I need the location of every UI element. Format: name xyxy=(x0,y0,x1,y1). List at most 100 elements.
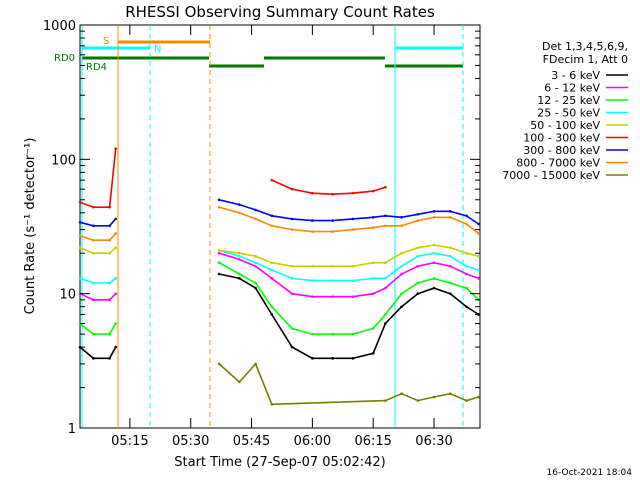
legend: Det 1,3,4,5,6,9, FDecim 1, Att 0 3 - 6 k… xyxy=(502,40,628,182)
series-point-0 xyxy=(270,313,274,316)
legend-label-4: 50 - 100 keV xyxy=(530,119,600,132)
series-point-4 xyxy=(92,251,95,255)
series-point-4 xyxy=(477,254,480,258)
series-point-3 xyxy=(400,264,403,268)
series-point-4 xyxy=(448,246,452,249)
series-point-2 xyxy=(465,286,468,290)
series-point-2 xyxy=(254,281,257,285)
series-point-7 xyxy=(108,238,111,242)
y-tick-label-1: 10 xyxy=(59,288,76,303)
series-point-7 xyxy=(384,224,387,228)
series-point-6 xyxy=(351,217,355,221)
series-point-0 xyxy=(290,345,294,349)
series-point-3 xyxy=(416,254,420,258)
series-point-1 xyxy=(465,272,468,276)
series-point-3 xyxy=(254,261,257,265)
series-point-3 xyxy=(311,279,314,282)
series-point-4 xyxy=(465,251,468,255)
x-tick-label-0: 05:15 xyxy=(111,434,148,449)
series-point-6 xyxy=(448,210,452,213)
series-point-0 xyxy=(351,357,355,360)
series-line-6 xyxy=(79,199,480,227)
series-point-7 xyxy=(465,222,468,226)
series-line-4 xyxy=(79,244,479,267)
series-point-2 xyxy=(400,292,403,295)
series-point-7 xyxy=(217,205,221,209)
series-point-6 xyxy=(371,216,375,219)
series-point-7 xyxy=(92,238,95,242)
series-point-8 xyxy=(217,362,221,366)
series-point-7 xyxy=(290,228,294,231)
series-point-4 xyxy=(400,251,403,255)
state-label-RD0: RD0 xyxy=(54,53,75,64)
series-point-1 xyxy=(238,258,241,261)
series-point-3 xyxy=(108,281,111,285)
series-point-1 xyxy=(400,272,403,276)
series-point-3 xyxy=(238,254,241,258)
series-point-7 xyxy=(416,219,420,222)
series-point-7 xyxy=(78,234,82,238)
series-point-6 xyxy=(465,214,468,218)
x-axis-ticks: 05:15 05:30 05:45 06:00 06:15 06:30 xyxy=(111,25,453,449)
series-point-4 xyxy=(254,254,257,258)
series-point-6 xyxy=(114,217,117,221)
series-point-7 xyxy=(331,230,334,233)
series-point-8 xyxy=(254,362,257,366)
series-point-5 xyxy=(384,185,387,189)
series-point-6 xyxy=(416,212,420,216)
series-point-0 xyxy=(114,345,117,349)
y-axis-ticks: 1 10 100 1000 xyxy=(43,19,480,437)
legend-header-1: Det 1,3,4,5,6,9, xyxy=(542,40,628,53)
series-point-8 xyxy=(270,403,274,406)
y-tick-label-0: 1 xyxy=(68,422,76,437)
event-markers xyxy=(81,25,464,428)
series-point-5 xyxy=(92,205,95,209)
state-bars: S N RD0 RD4 xyxy=(54,36,463,73)
series-point-1 xyxy=(114,292,117,295)
legend-label-3: 25 - 50 keV xyxy=(537,107,600,120)
series-point-6 xyxy=(92,224,95,228)
series-point-6 xyxy=(270,214,274,218)
series-point-6 xyxy=(331,219,334,222)
legend-label-6: 300 - 800 keV xyxy=(523,144,600,157)
series-point-1 xyxy=(331,295,334,298)
series-point-2 xyxy=(217,261,221,265)
series-point-0 xyxy=(254,286,257,290)
y-axis-label: Count Rate (s⁻¹ detector⁻¹) xyxy=(23,138,38,315)
series-point-2 xyxy=(448,281,452,285)
y-tick-label-3: 1000 xyxy=(43,19,76,34)
series-point-8 xyxy=(416,399,420,402)
series-point-1 xyxy=(432,261,436,265)
x-tick-label-2: 05:45 xyxy=(233,434,270,449)
series-line-2 xyxy=(79,262,480,335)
series-point-5 xyxy=(371,189,375,193)
state-label-RD4: RD4 xyxy=(86,62,107,73)
series-point-2 xyxy=(114,322,117,325)
series-point-2 xyxy=(290,327,294,330)
series-point-2 xyxy=(371,327,375,330)
state-label-N: N xyxy=(154,44,161,55)
series-point-4 xyxy=(331,264,334,268)
series-point-2 xyxy=(270,305,274,308)
series-point-2 xyxy=(384,313,387,316)
series-point-6 xyxy=(400,216,403,219)
series-point-3 xyxy=(384,277,387,280)
series-point-5 xyxy=(311,191,314,195)
series-point-3 xyxy=(432,251,436,255)
series-point-1 xyxy=(448,264,452,268)
series-point-3 xyxy=(448,254,452,258)
series-point-6 xyxy=(384,214,387,218)
series-point-4 xyxy=(371,261,375,265)
series-point-1 xyxy=(371,292,375,295)
series-point-7 xyxy=(477,232,480,235)
series-point-0 xyxy=(465,305,468,308)
series-point-0 xyxy=(92,357,95,360)
series-point-3 xyxy=(351,279,355,282)
series-point-6 xyxy=(108,224,111,228)
series-point-5 xyxy=(331,192,334,196)
series-point-1 xyxy=(290,292,294,295)
series-point-1 xyxy=(351,295,355,298)
series-point-0 xyxy=(371,351,375,355)
series-point-8 xyxy=(477,395,480,399)
series-point-1 xyxy=(416,264,420,268)
